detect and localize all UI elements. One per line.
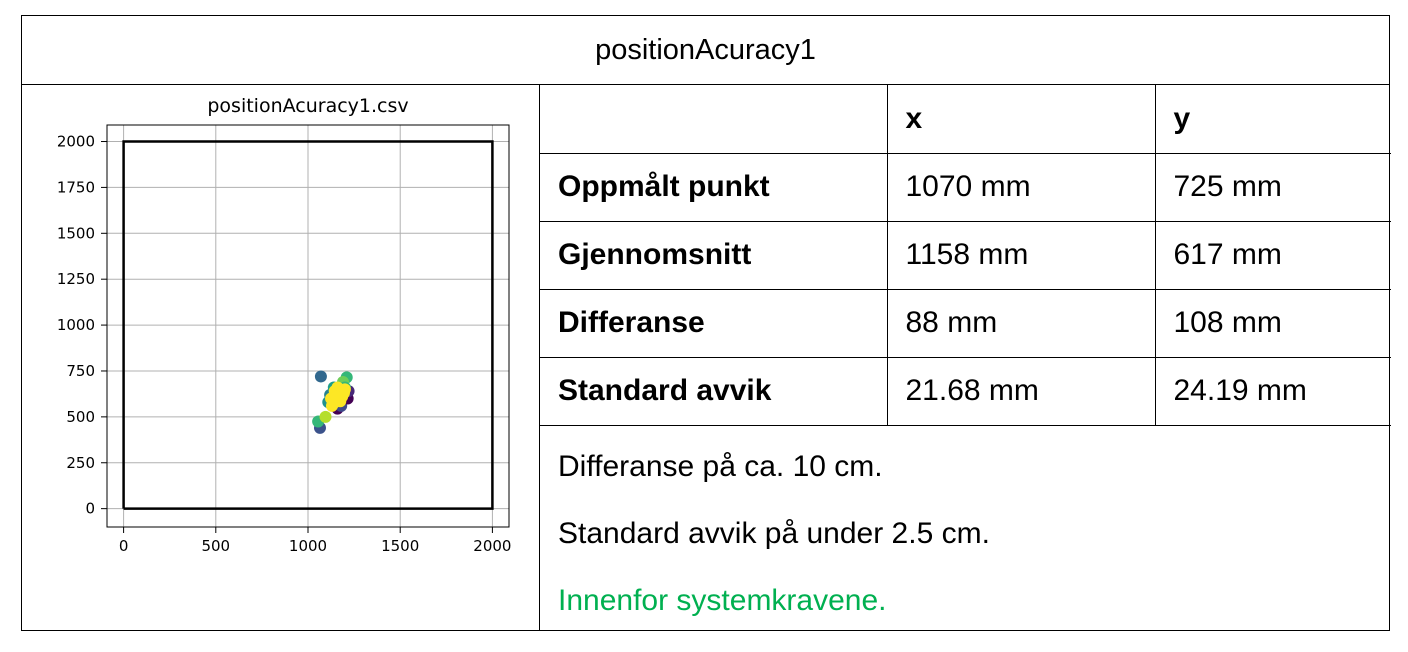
report-table: positionAcuracy1 positionAcuracy1.csv 0 50… (21, 15, 1391, 631)
y-tick-label: 2000 (57, 133, 95, 151)
data-point (330, 390, 343, 403)
y-tick-label: 1000 (57, 316, 95, 334)
row-y-value: 725 mm (1155, 153, 1391, 222)
y-tick-label: 1250 (57, 270, 95, 288)
row-x-value: 1158 mm (887, 221, 1156, 290)
stats-table: x y Oppmålt punkt 1070 mm 725 mm Gjennom… (540, 85, 1391, 426)
note-std-dev: Standard avvik på under 2.5 cm. (558, 517, 990, 550)
row-y-value: 617 mm (1155, 221, 1391, 290)
row-label: Gjennomsnitt (540, 221, 888, 290)
row-y-value: 24.19 mm (1155, 357, 1391, 426)
header-y: y (1155, 85, 1391, 154)
y-tick-label: 750 (66, 362, 95, 380)
plot-cell: positionAcuracy1.csv 0 500 1000 1500 2000 0 250… (22, 85, 540, 630)
row-x-value: 21.68 mm (887, 357, 1156, 426)
page-title: positionAcuracy1 (22, 16, 1389, 85)
row-x-value: 1070 mm (887, 153, 1156, 222)
table-row: Gjennomsnitt 1158 mm 617 mm (540, 221, 1391, 290)
header-x: x (887, 85, 1156, 154)
table-row: Oppmålt punkt 1070 mm 725 mm (540, 153, 1391, 222)
y-tick-label: 1750 (57, 178, 95, 196)
x-tick-label: 500 (201, 537, 230, 555)
table-header-row: x y (540, 85, 1391, 154)
x-tick-label: 2000 (473, 537, 511, 555)
x-tick-label: 1000 (289, 537, 327, 555)
row-y-value: 108 mm (1155, 289, 1391, 358)
y-tick-label: 250 (66, 454, 95, 472)
data-point (338, 383, 351, 396)
row-x-value: 88 mm (887, 289, 1156, 358)
chart-title: positionAcuracy1.csv (207, 95, 408, 117)
row-label: Standard avvik (540, 357, 888, 426)
x-tick-label: 0 (119, 537, 129, 555)
notes: Differanse på ca. 10 cm. Standard avvik … (540, 426, 1389, 635)
header-empty (540, 85, 888, 154)
data-point (319, 410, 332, 423)
note-difference: Differanse på ca. 10 cm. (558, 450, 883, 483)
boundary-square (122, 140, 494, 510)
stats-cell: x y Oppmålt punkt 1070 mm 725 mm Gjennom… (540, 85, 1391, 630)
scatter-plot: positionAcuracy1.csv 0 500 1000 1500 2000 0 250… (57, 95, 512, 555)
row-label: Oppmålt punkt (540, 153, 888, 222)
y-tick-label: 500 (66, 408, 95, 426)
y-tick-label: 0 (85, 500, 95, 518)
data-point (314, 370, 327, 383)
table-row: Differanse 88 mm 108 mm (540, 289, 1391, 358)
y-tick-label: 1500 (57, 224, 95, 242)
note-conclusion: Innenfor systemkravene. (558, 584, 887, 617)
table-row: Standard avvik 21.68 mm 24.19 mm (540, 357, 1391, 426)
row-label: Differanse (540, 289, 888, 358)
x-tick-label: 1500 (381, 537, 419, 555)
